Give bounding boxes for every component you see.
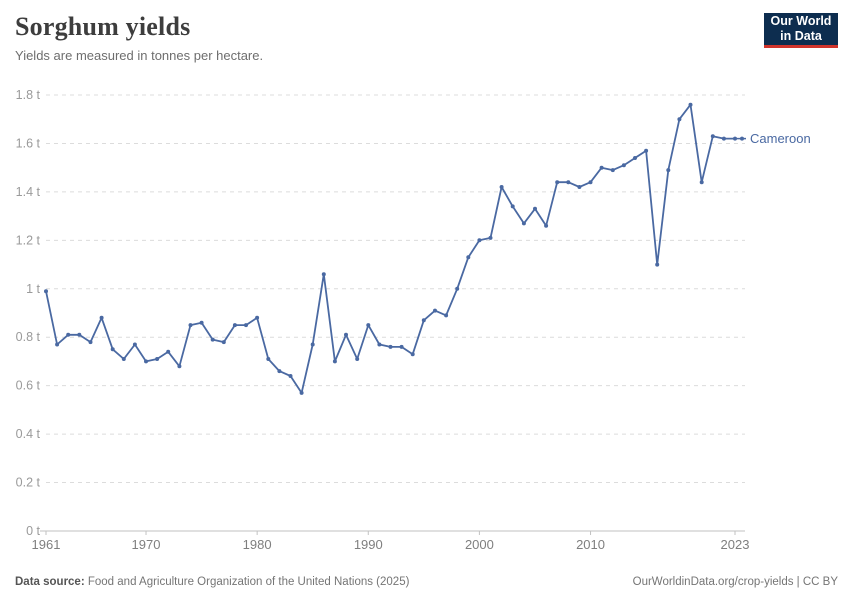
x-axis-label: 1961 — [32, 537, 61, 552]
data-point[interactable] — [255, 315, 260, 320]
data-point[interactable] — [332, 359, 337, 364]
data-point[interactable] — [599, 165, 604, 170]
data-point[interactable] — [99, 315, 104, 320]
data-point[interactable] — [488, 235, 493, 240]
data-point[interactable] — [110, 347, 115, 352]
data-point[interactable] — [132, 342, 137, 347]
data-point[interactable] — [310, 342, 315, 347]
data-point[interactable] — [544, 223, 549, 228]
data-point[interactable] — [666, 168, 671, 173]
data-point[interactable] — [177, 364, 182, 369]
y-axis-label: 1.6 t — [16, 136, 41, 150]
data-point[interactable] — [555, 180, 560, 185]
y-axis-label: 0 t — [26, 524, 40, 538]
data-point[interactable] — [355, 357, 360, 361]
data-point[interactable] — [444, 313, 449, 318]
data-point[interactable] — [633, 156, 637, 160]
data-point[interactable] — [410, 352, 415, 357]
logo-line1: Our World — [770, 14, 832, 29]
x-axis-label: 1990 — [354, 537, 383, 552]
data-point[interactable] — [66, 332, 71, 337]
y-axis-label: 0.6 t — [16, 379, 41, 393]
data-point[interactable] — [155, 357, 160, 361]
y-axis-label: 1.8 t — [16, 88, 41, 102]
data-point[interactable] — [710, 134, 715, 139]
data-source-text: Food and Agriculture Organization of the… — [84, 576, 410, 588]
data-point[interactable] — [521, 221, 526, 226]
data-point[interactable] — [499, 185, 504, 189]
y-axis-label: 0.8 t — [16, 330, 41, 344]
page-title: Sorghum yields — [15, 12, 191, 41]
data-point[interactable] — [266, 357, 271, 361]
data-point[interactable] — [344, 332, 348, 337]
chart-footer: Data source: Food and Agriculture Organi… — [15, 576, 838, 588]
data-point[interactable] — [399, 344, 404, 349]
data-point[interactable] — [610, 168, 615, 173]
data-point[interactable] — [277, 369, 282, 374]
data-point[interactable] — [421, 318, 426, 323]
data-point[interactable] — [210, 337, 215, 342]
series-label-dot — [740, 136, 744, 141]
data-point[interactable] — [644, 148, 649, 153]
data-point[interactable] — [466, 255, 471, 260]
data-point[interactable] — [166, 349, 171, 354]
data-point[interactable] — [299, 390, 304, 395]
data-point[interactable] — [44, 289, 48, 294]
data-point[interactable] — [199, 320, 204, 325]
data-point[interactable] — [577, 185, 582, 189]
logo-line2: in Data — [780, 29, 822, 43]
x-axis-label: 2000 — [465, 537, 494, 552]
data-point[interactable] — [366, 323, 371, 328]
owid-logo[interactable]: Our World in Data — [764, 13, 838, 48]
data-point[interactable] — [510, 204, 515, 209]
data-point[interactable] — [121, 357, 126, 361]
data-point[interactable] — [232, 323, 237, 328]
chart-subtitle: Yields are measured in tonnes per hectar… — [15, 48, 264, 63]
data-point[interactable] — [655, 262, 660, 267]
chart-header: Sorghum yields Yields are measured in to… — [15, 12, 263, 63]
data-point[interactable] — [477, 238, 482, 243]
data-point[interactable] — [533, 206, 537, 211]
data-point[interactable] — [77, 332, 82, 337]
data-point[interactable] — [288, 374, 293, 378]
data-point[interactable] — [188, 323, 193, 328]
data-point[interactable] — [433, 308, 437, 313]
data-point[interactable] — [621, 163, 626, 168]
data-point[interactable] — [321, 272, 326, 277]
y-axis-label: 1.2 t — [16, 233, 41, 247]
x-axis-label: 2023 — [721, 537, 750, 552]
data-point[interactable] — [721, 136, 726, 141]
y-axis-label: 1 t — [26, 282, 40, 296]
x-axis-label: 2010 — [576, 537, 605, 552]
data-point[interactable] — [688, 102, 693, 107]
y-axis-label: 0.4 t — [16, 427, 41, 441]
y-axis-label: 0.2 t — [16, 476, 41, 490]
data-source-label: Data source: — [15, 576, 85, 588]
series-label[interactable]: Cameroon — [750, 131, 811, 146]
data-source: Data source: Food and Agriculture Organi… — [15, 576, 409, 588]
credit-link[interactable]: OurWorldinData.org/crop-yields | CC BY — [632, 576, 838, 588]
data-point[interactable] — [566, 180, 571, 185]
data-point[interactable] — [88, 340, 93, 345]
data-point[interactable] — [377, 342, 382, 347]
x-axis-label: 1980 — [243, 537, 272, 552]
data-point[interactable] — [455, 286, 460, 291]
data-point[interactable] — [588, 180, 593, 185]
data-point[interactable] — [388, 344, 393, 349]
data-point[interactable] — [144, 359, 148, 364]
y-axis-label: 1.4 t — [16, 185, 41, 199]
data-point[interactable] — [244, 323, 248, 328]
data-point[interactable] — [677, 117, 682, 122]
data-point[interactable] — [221, 340, 226, 345]
data-point[interactable] — [55, 342, 60, 347]
data-point[interactable] — [699, 180, 704, 185]
data-line[interactable] — [45, 103, 735, 394]
x-axis-label: 1970 — [132, 537, 161, 552]
